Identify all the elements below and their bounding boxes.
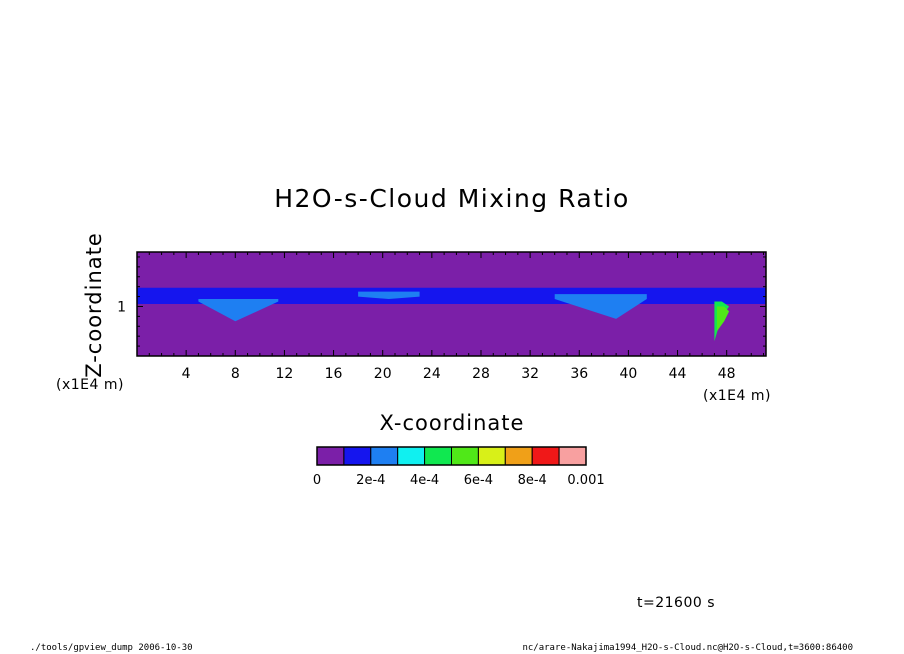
colorbar-label: 6e-4: [464, 473, 493, 488]
y-unit-label: (x1E4 m): [56, 377, 124, 393]
footer-left: ./tools/gpview_dump 2006-10-30: [30, 643, 193, 653]
colorbar-label: 0.001: [567, 473, 604, 488]
colorbar-swatch-1: [343, 446, 372, 466]
colorbar-swatch-5: [451, 446, 479, 466]
x-axis-ticks: 4 8 12 16 20 24 28 32 36 40 44 48: [148, 252, 765, 382]
cloud-region-3: [554, 294, 647, 319]
x-tick-label: 32: [521, 366, 539, 382]
x-axis-label: X-coordinate: [380, 411, 525, 435]
time-label: t=21600 s: [637, 595, 715, 611]
footer-right: nc/arare-Nakajima1994_H2O-s-Cloud.nc@H2O…: [522, 643, 853, 653]
x-tick-label: 40: [619, 366, 637, 382]
chart-title: H2O-s-Cloud Mixing Ratio: [274, 184, 630, 213]
colorbar-label: 4e-4: [410, 473, 439, 488]
x-tick-label: 24: [423, 366, 441, 382]
y-axis-ticks: 1: [117, 256, 766, 347]
y-tick-label: 1: [117, 299, 126, 315]
colorbar-label: 0: [313, 473, 321, 488]
colorbar-swatch-4: [424, 446, 453, 466]
y-axis-label: Z-coordinate: [82, 232, 106, 378]
colorbar-swatch-2: [370, 446, 399, 466]
colorbar-swatch-0: [316, 446, 345, 466]
colorbar: 0 2e-4 4e-4 6e-4 8e-4 0.001: [313, 446, 605, 488]
x-tick-label: 12: [276, 366, 294, 382]
x-tick-label: 28: [472, 366, 490, 382]
plot-frame: [136, 251, 767, 357]
colorbar-swatch-8: [531, 446, 560, 466]
x-tick-label: 36: [570, 366, 588, 382]
x-tick-label: 8: [231, 366, 240, 382]
colorbar-label: 8e-4: [518, 473, 547, 488]
x-tick-label: 48: [718, 366, 736, 382]
x-unit-label: (x1E4 m): [703, 388, 771, 404]
cloud-region-2: [358, 291, 420, 299]
colorbar-label: 2e-4: [356, 473, 385, 488]
x-tick-label: 16: [325, 366, 343, 382]
colorbar-swatch-7: [504, 446, 533, 466]
colorbar-swatch-3: [397, 446, 426, 466]
plot-area: [136, 251, 767, 357]
colorbar-frame: [316, 446, 587, 466]
x-tick-label: 4: [182, 366, 191, 382]
x-tick-label: 44: [669, 366, 687, 382]
cloud-region-1: [198, 299, 279, 322]
colorbar-swatch-9: [558, 446, 587, 466]
colorbar-swatch-6: [477, 446, 506, 466]
x-tick-label: 20: [374, 366, 392, 382]
cloud-region-5: [716, 306, 730, 332]
